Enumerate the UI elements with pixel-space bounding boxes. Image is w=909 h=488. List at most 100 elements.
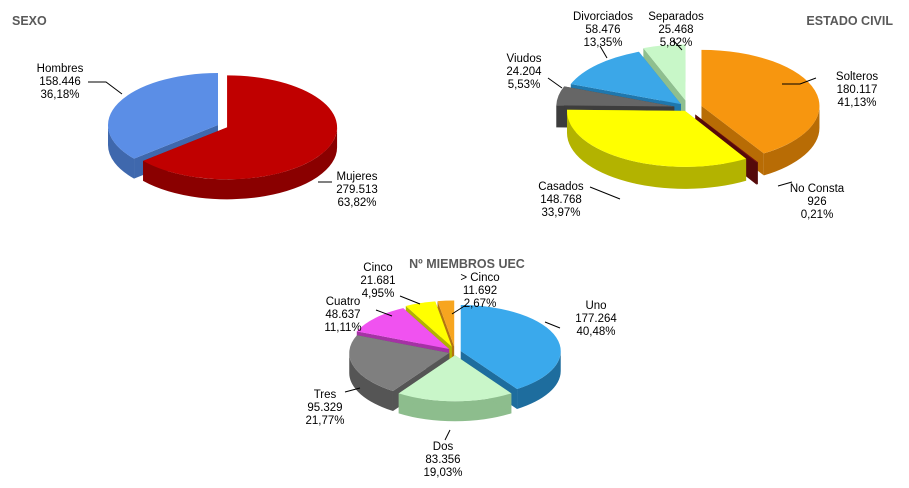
label-cinco-percent: 4,95% bbox=[362, 288, 395, 300]
label-no-consta-percent: 0,21% bbox=[801, 209, 834, 221]
label-no-consta-name: No Consta bbox=[790, 183, 845, 195]
label-hombres: Hombres 158.446 36,18% bbox=[37, 63, 84, 101]
label-uno-name: Uno bbox=[585, 300, 606, 312]
slice-mujeres bbox=[143, 75, 338, 200]
slice-casados bbox=[567, 109, 747, 189]
label-viudos: Viudos 24.204 5,53% bbox=[506, 53, 542, 91]
label-uno: Uno 177.264 40,48% bbox=[575, 300, 617, 338]
leader-tres bbox=[344, 387, 361, 393]
leader-mas-cinco bbox=[451, 304, 467, 315]
label-uno-percent: 40,48% bbox=[576, 326, 615, 338]
leader-cuatro bbox=[375, 309, 393, 317]
label-hombres-name: Hombres bbox=[37, 63, 84, 75]
label-separados-value: 25.468 bbox=[658, 24, 693, 36]
label-cuatro-name: Cuatro bbox=[326, 296, 361, 308]
leader-cinco bbox=[399, 295, 421, 305]
slice-uno-top bbox=[460, 305, 561, 390]
label-no-consta-value: 926 bbox=[807, 196, 826, 208]
label-dos-value: 83.356 bbox=[425, 454, 460, 466]
label-dos-name: Dos bbox=[433, 441, 454, 453]
label-viudos-percent: 5,53% bbox=[508, 79, 541, 91]
label-hombres-value: 158.446 bbox=[39, 76, 81, 88]
label-viudos-value: 24.204 bbox=[506, 66, 542, 78]
slice-tres-side bbox=[349, 352, 393, 411]
slice-dos-side bbox=[398, 393, 512, 422]
label-tres-name: Tres bbox=[314, 389, 337, 401]
chart-title-estado-civil: ESTADO CIVIL bbox=[806, 14, 893, 28]
slice-hombres-top bbox=[107, 73, 218, 159]
label-casados-percent: 33,97% bbox=[541, 207, 580, 219]
slice-casados-top bbox=[567, 109, 747, 167]
label-solteros-percent: 41,13% bbox=[837, 97, 876, 109]
leader-uno bbox=[544, 321, 561, 329]
label-dos-percent: 19,03% bbox=[423, 467, 462, 479]
leader-dos bbox=[444, 429, 451, 441]
slice-no-consta-top bbox=[695, 114, 758, 163]
slice-hombres-side bbox=[108, 125, 135, 179]
label-no-consta: No Consta 926 0,21% bbox=[790, 183, 845, 221]
slice-cinco-top bbox=[405, 301, 452, 347]
pie-miembros-uec bbox=[349, 300, 561, 422]
slice-mas-cinco-top bbox=[437, 300, 455, 347]
label-uno-value: 177.264 bbox=[575, 313, 617, 325]
slice-separados-top bbox=[643, 44, 686, 101]
slice-solteros-side bbox=[763, 105, 820, 176]
label-mujeres-value: 279.513 bbox=[336, 184, 378, 196]
label-divorciados-name: Divorciados bbox=[573, 11, 633, 23]
slice-cuatro-top bbox=[356, 308, 450, 350]
leader-separados bbox=[672, 39, 683, 51]
slice-solteros-top bbox=[701, 49, 820, 154]
label-tres-percent: 21,77% bbox=[305, 415, 344, 427]
leader-no-consta bbox=[777, 181, 793, 187]
label-cuatro-percent: 11,11% bbox=[324, 322, 361, 334]
slice-tres-top bbox=[349, 335, 450, 391]
label-cinco-value: 21.681 bbox=[360, 275, 395, 287]
label-cuatro-value: 48.637 bbox=[325, 309, 360, 321]
leader-casados bbox=[589, 186, 621, 200]
chart-title-miembros-uec: Nº MIEMBROS UEC bbox=[409, 257, 525, 271]
slice-dos-top bbox=[398, 355, 512, 402]
leader-viudos bbox=[547, 77, 563, 89]
label-divorciados: Divorciados 58.476 13,35% bbox=[573, 11, 633, 49]
label-mujeres-name: Mujeres bbox=[337, 171, 378, 183]
slice-viudos-top bbox=[556, 86, 675, 107]
label-tres-value: 95.329 bbox=[307, 402, 342, 414]
label-hombres-percent: 36,18% bbox=[40, 89, 79, 101]
slice-dos bbox=[398, 355, 512, 422]
label-cuatro: Cuatro 48.637 11,11% bbox=[324, 296, 361, 334]
pie-sexo bbox=[107, 73, 338, 200]
label-tres: Tres 95.329 21,77% bbox=[305, 389, 344, 427]
label-viudos-name: Viudos bbox=[507, 53, 542, 65]
slice-mujeres-side bbox=[143, 127, 338, 200]
label-separados-name: Separados bbox=[648, 11, 704, 23]
leader-hombres bbox=[88, 81, 123, 95]
label-separados-percent: 5,82% bbox=[660, 37, 693, 49]
label-casados-value: 148.768 bbox=[540, 194, 582, 206]
slice-casados-side bbox=[567, 110, 747, 189]
label-cinco-name: Cinco bbox=[363, 262, 392, 274]
label-mas-cinco-name: > Cinco bbox=[460, 272, 499, 284]
label-mas-cinco-value: 11.692 bbox=[463, 285, 497, 297]
chart-title-sexo: SEXO bbox=[12, 14, 47, 28]
leader-solteros bbox=[782, 77, 817, 85]
label-divorciados-value: 58.476 bbox=[585, 24, 620, 36]
slice-mujeres-top bbox=[143, 75, 338, 180]
leader-lines bbox=[88, 39, 817, 441]
slice-divorciados-top bbox=[570, 51, 681, 105]
label-mas-cinco: > Cinco 11.692 2,67% bbox=[460, 272, 499, 310]
slice-uno-side bbox=[517, 351, 561, 410]
label-casados: Casados 148.768 33,97% bbox=[538, 181, 584, 219]
label-divorciados-percent: 13,35% bbox=[583, 37, 622, 49]
label-separados: Separados 25.468 5,82% bbox=[648, 11, 704, 49]
label-solteros-value: 180.117 bbox=[837, 84, 878, 96]
label-mas-cinco-percent: 2,67% bbox=[464, 298, 497, 310]
label-cinco: Cinco 21.681 4,95% bbox=[360, 262, 395, 300]
leader-divorciados bbox=[599, 45, 608, 59]
label-mujeres-percent: 63,82% bbox=[337, 197, 376, 209]
label-solteros: Solteros 180.117 41,13% bbox=[836, 71, 878, 109]
label-dos: Dos 83.356 19,03% bbox=[423, 441, 462, 479]
pie-estado-civil bbox=[556, 44, 820, 189]
label-mujeres: Mujeres 279.513 63,82% bbox=[336, 171, 378, 209]
label-solteros-name: Solteros bbox=[836, 71, 878, 83]
